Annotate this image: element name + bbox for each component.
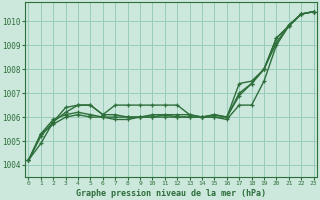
- X-axis label: Graphe pression niveau de la mer (hPa): Graphe pression niveau de la mer (hPa): [76, 189, 266, 198]
